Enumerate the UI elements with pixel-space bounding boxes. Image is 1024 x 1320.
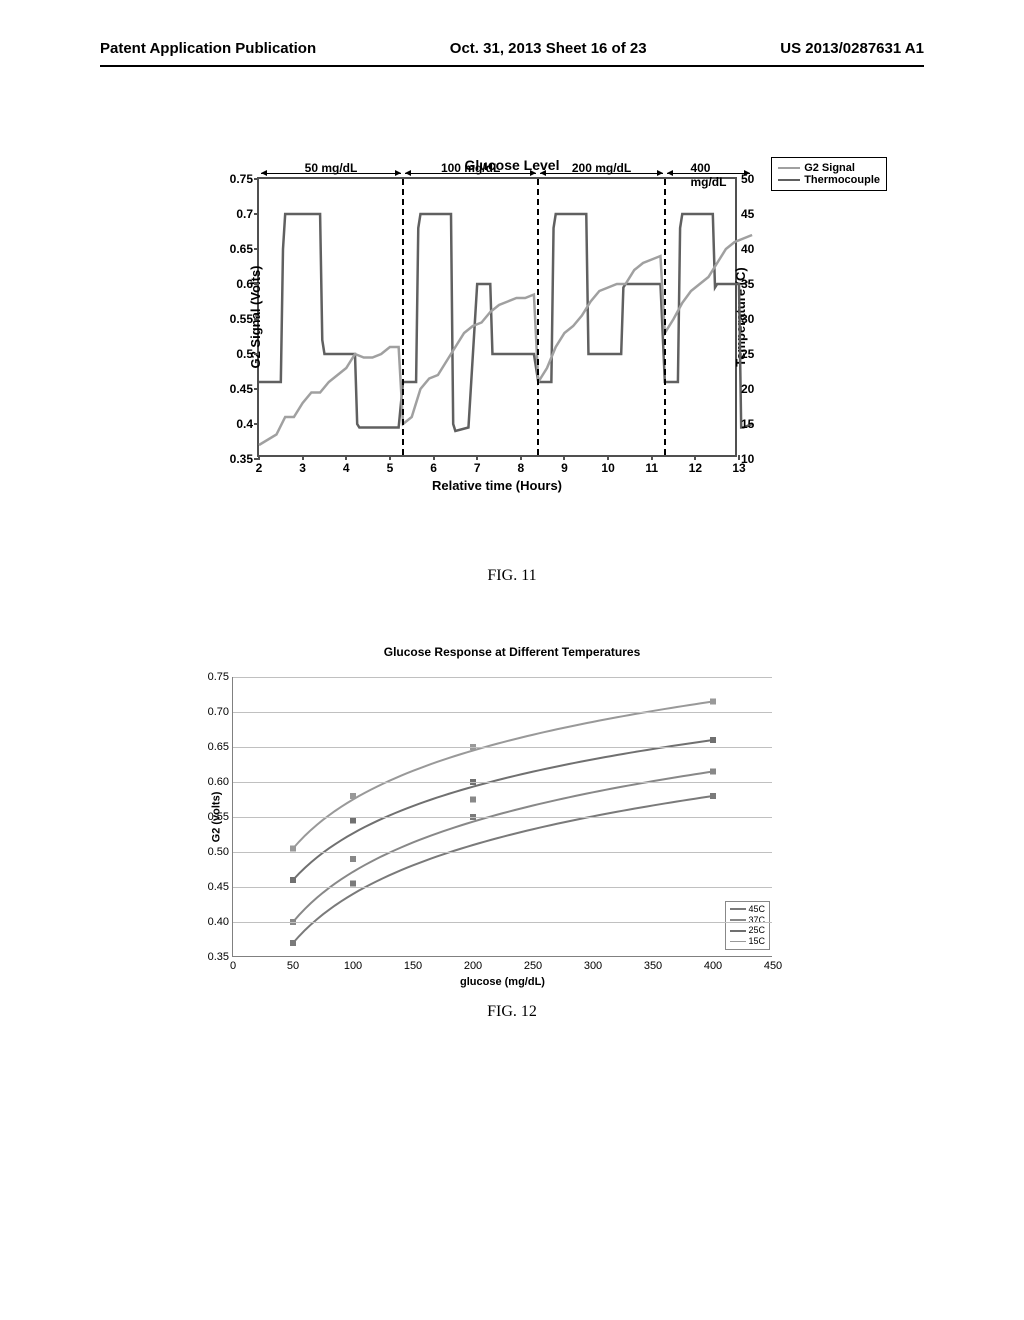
gridline [233,747,772,748]
legend-line-icon [778,179,800,181]
header-publication: Patent Application Publication [100,40,316,57]
gridline [233,677,772,678]
x-axis-label: glucose (mg/dL) [460,976,545,988]
legend-item: 37C [730,915,765,926]
figure-11-container: Glucose Level G2 Signal Thermocouple G2 … [137,157,887,585]
legend-line-icon [778,167,800,169]
gridline [233,922,772,923]
region-arrow-icon [667,173,750,174]
x-tick-label: 450 [764,956,782,972]
region-arrow-icon [405,173,536,174]
y-tick-label: 0.45 [208,881,233,893]
figure-12-label: FIG. 12 [162,1003,862,1021]
region-divider [537,179,539,455]
chart1-legend: G2 Signal Thermocouple [771,157,887,191]
page-header: Patent Application Publication Oct. 31, … [0,0,1024,65]
x-axis-label: Relative time (Hours) [432,478,562,493]
x-tick-label: 150 [404,956,422,972]
figure-12-container: Glucose Response at Different Temperatur… [162,645,862,1021]
y-tick-label: 0.75 [208,671,233,683]
chart2-title: Glucose Response at Different Temperatur… [162,645,862,659]
y2-tick-label: 25 [735,347,754,361]
x-tick-label: 200 [464,956,482,972]
figure-11-label: FIG. 11 [137,567,887,585]
chart1-plot-area: G2 Signal (Volts) Temperature (C) Relati… [257,177,737,457]
chart2-legend: 45C37C25C15C [725,901,770,950]
region-arrow-icon [540,173,663,174]
x-tick-label: 0 [230,956,236,972]
header-pubnum: US 2013/0287631 A1 [780,40,924,57]
x-tick-label: 350 [644,956,662,972]
y-tick-label: 0.55 [208,811,233,823]
y-tick-label: 0.60 [208,776,233,788]
chart1-svg [259,179,739,459]
x-tick-label: 400 [704,956,722,972]
legend-label: 15C [748,936,765,947]
y-tick-label: 0.65 [208,741,233,753]
legend-label: 37C [748,915,765,926]
legend-item: 15C [730,936,765,947]
y2-tick-label: 20 [735,382,754,396]
region-label: 400 mg/dL [690,161,726,189]
legend-marker-icon [730,919,746,921]
y2-tick-label: 30 [735,312,754,326]
legend-item: 25C [730,925,765,936]
region-divider [402,179,404,455]
y2-tick-label: 35 [735,277,754,291]
legend-label: 25C [748,925,765,936]
legend-label: 45C [748,904,765,915]
y-tick-label: 0.50 [208,846,233,858]
gridline [233,712,772,713]
x-tick-label: 300 [584,956,602,972]
y2-tick-label: 15 [735,417,754,431]
y2-tick-label: 40 [735,242,754,256]
gridline [233,887,772,888]
legend-item: 45C [730,904,765,915]
y2-tick-label: 45 [735,207,754,221]
x-tick-label: 100 [344,956,362,972]
header-date-sheet: Oct. 31, 2013 Sheet 16 of 23 [450,40,647,57]
region-divider [664,179,666,455]
legend-marker-icon [730,941,746,943]
chart2-plot-area: G2 (volts) glucose (mg/dL) 45C37C25C15C … [232,677,772,957]
gridline [233,852,772,853]
gridline [233,782,772,783]
y-tick-label: 0.70 [208,706,233,718]
gridline [233,817,772,818]
legend-label: Thermocouple [804,174,880,186]
legend-marker-icon [730,930,746,932]
legend-marker-icon [730,908,746,910]
x-tick-label: 50 [287,956,299,972]
legend-label: G2 Signal [804,162,855,174]
region-arrow-icon [261,173,401,174]
header-divider [100,65,924,67]
legend-item-g2: G2 Signal [778,162,880,174]
x-tick-label: 250 [524,956,542,972]
y-tick-label: 0.40 [208,916,233,928]
legend-item-thermo: Thermocouple [778,174,880,186]
